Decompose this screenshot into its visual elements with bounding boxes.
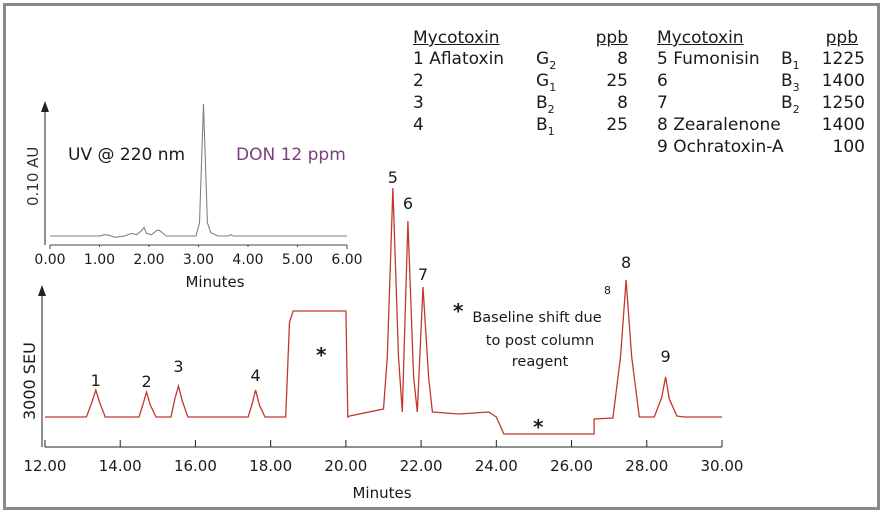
legend-right-row-name: 6 bbox=[657, 71, 668, 91]
legend-right-row-name: 9 Ochratoxin-A bbox=[657, 137, 784, 157]
inset-tick-label: 0.00 bbox=[34, 252, 65, 268]
inset-chart: 0.00 1.00 2.00 3.00 4.00 5.00 6.00 UV @ 220 nm… bbox=[24, 101, 363, 291]
legend-right-row-code: B2 bbox=[781, 93, 800, 116]
legend-left-row-code: B1 bbox=[536, 115, 555, 138]
footnote-line3: reagent bbox=[512, 354, 569, 370]
star-marker-up: * bbox=[316, 343, 327, 367]
peak-label-9: 9 bbox=[660, 347, 670, 366]
footnote-line2: to post column bbox=[486, 333, 594, 349]
main-trace bbox=[45, 187, 722, 435]
footnote-star: * bbox=[453, 299, 464, 323]
main-tick-label: 24.00 bbox=[475, 457, 518, 475]
legend-right-row-ppb: 1400 bbox=[821, 71, 865, 91]
star-marker-down: * bbox=[533, 415, 544, 439]
peak-label-8: 8 bbox=[621, 253, 631, 272]
legend-right-header-ppb: ppb bbox=[825, 28, 858, 48]
inset-tick-label: 6.00 bbox=[331, 252, 362, 268]
peak-label-6: 6 bbox=[403, 194, 413, 213]
legend-right-row-name: 8 Zearalenone bbox=[657, 115, 781, 135]
inset-y-arrow-icon bbox=[41, 101, 49, 112]
inset-x-ticks: 0.00 1.00 2.00 3.00 4.00 5.00 6.00 bbox=[34, 245, 363, 268]
legend-left-row-ppb: 8 bbox=[617, 93, 628, 113]
legend-left-row-ppb: 25 bbox=[606, 115, 628, 135]
legend-right-row-ppb: 1400 bbox=[821, 115, 865, 135]
legend-left-row-name: 2 bbox=[413, 71, 424, 91]
main-tick-label: 22.00 bbox=[400, 457, 443, 475]
inset-don-label: DON 12 ppm bbox=[236, 145, 346, 165]
legend-left-row-name: 1 Aflatoxin bbox=[413, 49, 505, 69]
main-x-ticks: 12.00 14.00 16.00 18.00 20.00 22.00 24.00 26.00… bbox=[24, 440, 744, 475]
peak-labels: 1 2 3 4 56 7 8 9 bbox=[91, 168, 671, 391]
legend-right-header-name: Mycotoxin bbox=[657, 28, 744, 48]
legend-left-row-ppb: 8 bbox=[617, 49, 628, 69]
main-x-label: Minutes bbox=[352, 484, 411, 502]
legend-left-row-code: B2 bbox=[536, 93, 555, 116]
main-tick-label: 26.00 bbox=[550, 457, 593, 475]
inset-tick-label: 2.00 bbox=[133, 252, 164, 268]
inset-x-label: Minutes bbox=[185, 273, 244, 291]
inset-tick-label: 4.00 bbox=[232, 252, 263, 268]
peak-label-4: 4 bbox=[251, 366, 261, 385]
main-tick-label: 30.00 bbox=[701, 457, 744, 475]
legend-right-row-name: 5 Fumonisin bbox=[657, 49, 760, 69]
inset-trace bbox=[50, 103, 347, 238]
main-tick-label: 18.00 bbox=[249, 457, 292, 475]
peak-label-7: 7 bbox=[418, 265, 428, 284]
main-tick-label: 16.00 bbox=[174, 457, 217, 475]
legend-right-row-ppb: 100 bbox=[832, 137, 865, 157]
legend-right-row-code: B1 bbox=[781, 49, 800, 72]
legend-left-row-ppb: 25 bbox=[606, 71, 628, 91]
inset-tick-label: 3.00 bbox=[183, 252, 214, 268]
main-tick-label: 14.00 bbox=[99, 457, 142, 475]
footnote-line1: Baseline shift due bbox=[472, 310, 601, 326]
legend-left-row-name: 3 bbox=[413, 93, 424, 113]
inset-y-label: 0.10 AU bbox=[24, 147, 42, 206]
main-y-arrow-icon bbox=[38, 285, 46, 296]
peak-label-2: 2 bbox=[141, 372, 151, 391]
legend-left-row-code: G1 bbox=[536, 71, 557, 94]
legend-left-header-ppb: ppb bbox=[595, 28, 628, 48]
peak-label-3: 3 bbox=[173, 357, 183, 376]
main-chart: 12.00 14.00 16.00 18.00 20.00 22.00 24.00 26.00… bbox=[20, 168, 743, 502]
peak-label-5: 5 bbox=[388, 168, 398, 187]
legend-left-header-name: Mycotoxin bbox=[413, 28, 500, 48]
inset-uv-label: UV @ 220 nm bbox=[68, 145, 185, 165]
inset-tick-label: 1.00 bbox=[84, 252, 115, 268]
legend-left-row-code: G2 bbox=[536, 49, 557, 72]
legend-left-row-name: 4 bbox=[413, 115, 424, 135]
legend-right-row-name: 7 bbox=[657, 93, 668, 113]
legend-right-row-ppb: 1225 bbox=[821, 49, 865, 69]
inset-tick-label: 5.00 bbox=[282, 252, 313, 268]
legend-right-row-ppb: 1250 bbox=[821, 93, 865, 113]
legend-right-row-code: B3 bbox=[781, 71, 800, 94]
main-tick-label: 28.00 bbox=[625, 457, 668, 475]
main-tick-label: 20.00 bbox=[324, 457, 367, 475]
peak-label-1: 1 bbox=[91, 371, 101, 390]
main-y-label: 3000 SEU bbox=[20, 342, 39, 420]
stray-8-label: 8 bbox=[604, 284, 611, 297]
main-tick-label: 12.00 bbox=[24, 457, 67, 475]
figure-frame bbox=[3, 3, 880, 510]
